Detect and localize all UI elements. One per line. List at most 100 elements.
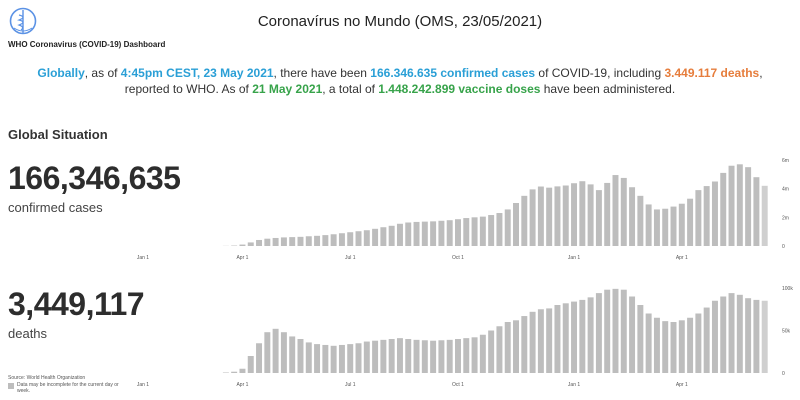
deaths-bar[interactable] (455, 339, 461, 373)
cases-bar[interactable] (455, 219, 461, 246)
deaths-bar[interactable] (222, 372, 229, 373)
deaths-bar[interactable] (695, 313, 702, 374)
deaths-bar[interactable] (405, 339, 412, 373)
cases-bar[interactable] (305, 236, 312, 246)
cases-bar[interactable] (546, 187, 553, 246)
cases-bar[interactable] (388, 225, 395, 246)
deaths-bar[interactable] (678, 320, 685, 373)
cases-bar[interactable] (571, 183, 578, 246)
deaths-bar[interactable] (653, 317, 660, 373)
cases-bar[interactable] (645, 204, 652, 246)
deaths-bar[interactable] (305, 342, 312, 373)
cases-bar[interactable] (736, 164, 743, 246)
cases-bar[interactable] (670, 206, 677, 246)
cases-bar[interactable] (239, 244, 246, 246)
deaths-bar[interactable] (488, 330, 495, 374)
cases-bar[interactable] (496, 213, 503, 246)
cases-bar[interactable] (272, 237, 279, 246)
deaths-bar[interactable] (396, 338, 403, 373)
cases-bar[interactable] (264, 238, 271, 246)
deaths-bar[interactable] (579, 299, 586, 373)
cases-bar[interactable] (446, 220, 453, 246)
deaths-bar[interactable] (604, 289, 611, 373)
deaths-bar[interactable] (463, 338, 470, 373)
deaths-bar[interactable] (711, 300, 718, 373)
cases-bar[interactable] (347, 232, 354, 246)
cases-bar[interactable] (554, 186, 561, 246)
deaths-bar[interactable] (521, 316, 528, 373)
cases-bar[interactable] (355, 231, 362, 246)
deaths-bar[interactable] (388, 339, 395, 373)
deaths-bar[interactable] (289, 336, 296, 373)
deaths-bar[interactable] (662, 321, 669, 373)
cases-bar[interactable] (695, 190, 702, 246)
cases-bar[interactable] (678, 203, 685, 246)
cases-bar[interactable] (289, 237, 296, 246)
cases-bar[interactable] (653, 209, 660, 246)
cases-bar[interactable] (488, 215, 495, 246)
deaths-bar[interactable] (338, 344, 345, 373)
deaths-bar[interactable] (496, 326, 503, 373)
deaths-bar[interactable] (314, 344, 321, 373)
deaths-bar[interactable] (629, 296, 636, 374)
cases-bar[interactable] (728, 165, 735, 246)
cases-bar[interactable] (753, 177, 760, 246)
deaths-bar[interactable] (513, 320, 519, 373)
deaths-bar[interactable] (297, 339, 304, 373)
cases-bar[interactable] (280, 237, 287, 246)
deaths-bar[interactable] (537, 309, 544, 373)
deaths-bar[interactable] (612, 288, 619, 373)
deaths-bar[interactable] (363, 341, 370, 373)
deaths-bar[interactable] (231, 371, 238, 373)
deaths-bar[interactable] (380, 339, 387, 373)
deaths-bar[interactable] (330, 345, 337, 373)
deaths-bar[interactable] (571, 301, 578, 373)
cases-bar[interactable] (579, 181, 586, 246)
deaths-bar[interactable] (247, 356, 254, 373)
cases-bar[interactable] (629, 187, 636, 246)
summary-globally-link[interactable]: Globally (37, 66, 85, 80)
deaths-bar[interactable] (645, 313, 652, 374)
cases-bar[interactable] (604, 182, 611, 246)
deaths-bar[interactable] (670, 322, 677, 373)
cases-bar[interactable] (430, 221, 437, 246)
deaths-bar[interactable] (239, 368, 246, 373)
cases-bar[interactable] (504, 209, 511, 246)
deaths-bar[interactable] (264, 332, 271, 373)
deaths-bar[interactable] (620, 289, 627, 373)
deaths-bar[interactable] (728, 293, 735, 373)
deaths-bar[interactable] (272, 328, 279, 373)
cases-bar[interactable] (438, 220, 445, 246)
cases-bar[interactable] (537, 186, 544, 246)
cases-bar[interactable] (687, 198, 694, 246)
cases-bar[interactable] (703, 186, 710, 246)
cases-bar[interactable] (720, 172, 727, 246)
deaths-bar[interactable] (430, 340, 437, 373)
deaths-bar[interactable] (421, 340, 428, 373)
cases-bar[interactable] (521, 195, 528, 246)
cases-bar[interactable] (595, 190, 602, 246)
cases-bar[interactable] (421, 221, 428, 246)
cases-bar[interactable] (396, 223, 403, 246)
cases-bar[interactable] (612, 175, 619, 246)
cases-bar[interactable] (711, 181, 718, 247)
cases-bar[interactable] (587, 184, 594, 246)
cases-bar[interactable] (463, 218, 470, 246)
cases-bar[interactable] (471, 217, 478, 246)
deaths-bar[interactable] (587, 297, 594, 373)
cases-bar[interactable] (479, 216, 486, 246)
cases-bar[interactable] (314, 235, 321, 246)
deaths-bar[interactable] (471, 337, 478, 373)
cases-bar[interactable] (372, 228, 379, 246)
cases-bar[interactable] (745, 167, 752, 246)
cases-bar[interactable] (761, 185, 768, 246)
deaths-bar[interactable] (529, 311, 536, 373)
cases-bar[interactable] (637, 195, 644, 246)
deaths-bar[interactable] (372, 340, 379, 373)
cases-bar[interactable] (413, 221, 420, 246)
deaths-bar[interactable] (745, 298, 752, 373)
cases-bar[interactable] (363, 230, 370, 246)
cases-bar[interactable] (405, 222, 412, 246)
deaths-bar[interactable] (637, 305, 644, 373)
deaths-bar[interactable] (347, 344, 354, 373)
